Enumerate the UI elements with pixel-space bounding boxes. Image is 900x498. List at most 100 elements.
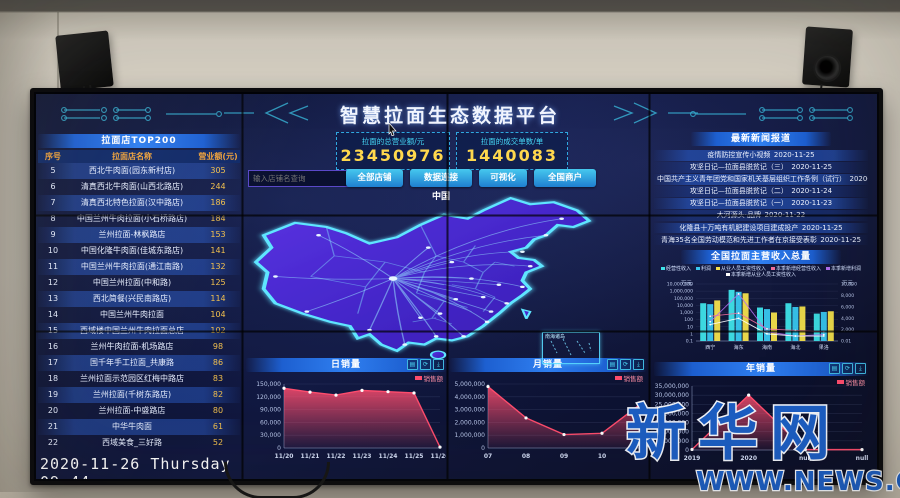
news-item[interactable]: 疫情防控宣传小视频 2020-11-25 [654,150,868,161]
store-revenue: 86 [212,358,224,367]
save-image-icon[interactable]: ⤓ [855,363,866,374]
svg-text:10,000,000: 10,000,000 [655,429,690,436]
svg-text:3,000,000: 3,000,000 [454,407,485,414]
col-revenue: 营业额(元) [198,152,238,161]
stat-value: 23450976 [340,146,446,165]
china-map[interactable] [248,194,640,359]
svg-text:90,000: 90,000 [260,407,281,414]
row-index: 11 [47,262,59,271]
news-item[interactable]: 攻坚日记—拉面县脱贫记（三） 2020-11-25 [654,162,868,173]
all-stores-button[interactable]: 全部店铺 [346,169,403,187]
store-name: 中国兰州拉面(中和路) [92,278,172,287]
svg-text:0: 0 [685,447,689,454]
top200-panel-header: 拉面店TOP200 [38,134,240,148]
visualization-button[interactable]: 可视化 [479,169,527,187]
store-name: 中国兰州牛肉拉面(小石桥路店) [76,214,188,223]
restore-icon[interactable]: ⟳ [420,359,431,370]
flight-lines [275,218,562,345]
row-index: 21 [47,422,59,431]
map-country-label: 中国 [431,192,450,202]
store-revenue: 98 [212,342,224,351]
table-row: 17 国千年手工拉面_共康路 86 [38,355,240,371]
save-image-icon[interactable]: ⤓ [433,359,444,370]
store-name: 兰州拉面-林枫路店 [98,230,166,239]
svg-text:10,000: 10,000 [841,282,857,288]
store-revenue: 305 [210,166,226,175]
switch-chart-type-icon[interactable]: ▤ [407,359,418,370]
store-revenue: 104 [210,310,226,319]
svg-text:25,000,000: 25,000,000 [655,401,690,408]
row-index: 9 [50,230,56,239]
svg-text:120,000: 120,000 [256,394,281,401]
store-name: 国千年手工拉面_共康路 [90,358,174,367]
bezel-line [648,94,651,479]
inset-islands [550,338,592,356]
daily-sales-panel: 日销量 ▤ ⟳ ⤓ 销售额 150,000 120,000 90,000 60,000 30… [246,358,446,474]
svg-text:西宁: 西宁 [705,344,715,351]
left-speaker [55,30,114,92]
table-row: 14 中国兰州牛肉拉面 104 [38,307,240,323]
switch-chart-type-icon[interactable]: ▤ [829,363,840,374]
svg-text:08: 08 [522,453,530,460]
store-name: 西北牛肉面(园东新村店) [88,166,176,175]
restore-icon[interactable]: ⟳ [842,363,853,374]
svg-text:1,000: 1,000 [680,310,693,316]
svg-text:11/23: 11/23 [353,453,372,460]
news-panel-header: 最新新闻报道 [691,132,831,146]
monthly-sales-panel: 月销量 ▤ ⟳ ⤓ 销售额 5,000,000 4,000,000 3,000,000 2… [450,358,646,474]
restore-icon[interactable]: ⟳ [620,359,631,370]
svg-text:30,000: 30,000 [260,432,281,439]
svg-text:1,000,000: 1,000,000 [670,289,693,295]
table-row: 18 兰州拉面示范园区红梅中路店 83 [38,371,240,387]
svg-text:0: 0 [481,445,485,452]
legend-item: 本季新增利润 [826,266,861,272]
taiwan-island [520,308,532,319]
stat-label: 拉面的总营业额/元 [361,137,425,146]
store-name: 中国兰州牛肉拉面(通江南路) [80,262,184,271]
news-item[interactable]: 青海35名全国劳动模范和先进工作者在京接受表彰 2020-11-25 [654,234,868,246]
right-speaker [802,26,853,88]
news-item[interactable]: 攻坚日记—拉面县脱贫记（二） 2020-11-24 [654,186,868,197]
legend-item: 经营性收入 [660,266,691,272]
svg-text:11/22: 11/22 [327,453,346,460]
table-row: 19 兰州拉面(千树东路店) 82 [38,387,240,403]
store-revenue: 132 [210,262,226,271]
hainan-island [429,350,447,359]
svg-text:0: 0 [277,445,281,452]
table-row: 21 中华牛肉面 61 [38,419,240,435]
svg-text:null: null [799,455,812,462]
svg-text:09: 09 [560,453,568,460]
store-search-input[interactable] [248,170,354,187]
svg-text:10: 10 [598,453,606,460]
store-revenue: 184 [210,214,226,223]
south-china-sea-inset: 南海诸岛 [542,332,600,364]
news-item[interactable]: 化隆县十万吨有机肥建设项目建成投产 2020-11-25 [654,222,868,234]
chart-toolbox: ▤ ⟳ ⤓ [607,359,644,370]
news-list: 疫情防控宣传小视频 2020-11-25 攻坚日记—拉面县脱贫记（三） 2020-… [654,150,868,246]
svg-text:15,000,000: 15,000,000 [655,420,690,427]
svg-text:100: 100 [684,317,693,323]
bezel-line [446,94,449,479]
legend-swatch [836,380,844,384]
legend-item: 本季新增经营性收入 [771,266,821,272]
news-item[interactable]: 攻坚日记—拉面县脱贫记（一） 2020-11-23 [654,198,868,209]
xinhua-watermark: 新华网 WWW.NEWS.CN [625,398,900,498]
revenue-legend: 经营性收入 利润 从业人员工资性收入 本季新增经营性收入 本季新增利润 本季新增从业人员工… [654,266,868,278]
national-merchants-button[interactable]: 全国商户 [534,169,596,187]
city-dots [273,217,564,346]
save-image-icon[interactable]: ⤓ [633,359,644,370]
daily-chart-title: 日销量 [246,358,446,372]
svg-text:2019: 2019 [684,455,701,462]
total-revenue-stat: 拉面的总营业额/元 23450976 [336,132,450,170]
store-revenue: 186 [210,198,226,207]
svg-text:2020: 2020 [740,455,757,462]
stat-value: 1440083 [466,146,558,165]
circuit-decoration [61,102,853,124]
table-body: 5 西北牛肉面(园东新村店) 305 6 清真西北牛肉面(山西北路店) 244 7 清真西北特… [38,163,240,451]
legend-item: 本季新增从业人员工资性收入 [725,272,796,278]
yearly-chart-title: 年销量 [654,362,868,376]
news-item[interactable]: 中国共产主义青年团党和国家机关基层组织工作条例（试行） 2020-11-25 [654,174,868,185]
switch-chart-type-icon[interactable]: ▤ [607,359,618,370]
data-connect-button[interactable]: 数据连接 [410,169,472,187]
